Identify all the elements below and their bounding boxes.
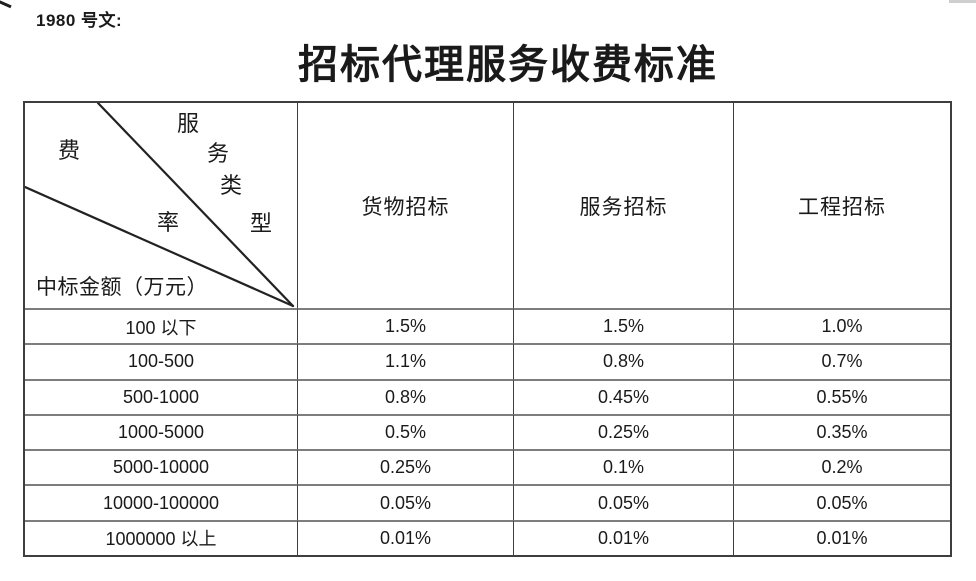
fee-value: 0.25% [297, 449, 513, 485]
row-label: 1000-5000 [25, 413, 297, 449]
page-title: 招标代理服务收费标准 [298, 42, 718, 87]
fee-value: 0.05% [733, 484, 950, 520]
row-label: 1000000 以上 [25, 519, 297, 555]
column-header-project: 工程招标 [733, 103, 950, 308]
row-label: 500-1000 [25, 378, 297, 414]
column-header-goods: 货物招标 [297, 103, 513, 308]
service-type-char-1: 服 [177, 111, 200, 136]
fee-rate-char-1: 费 [58, 138, 81, 163]
service-type-char-3: 类 [220, 173, 243, 198]
fee-value: 1.0% [733, 308, 950, 344]
fee-value: 0.55% [733, 378, 950, 414]
fee-value: 0.45% [513, 378, 733, 414]
fee-value: 0.8% [297, 378, 513, 414]
fee-value: 0.8% [513, 343, 733, 379]
page-corner-artifact [0, 0, 12, 9]
fee-value: 0.05% [513, 484, 733, 520]
row-label: 100-500 [25, 343, 297, 378]
fee-value: 1.5% [513, 308, 733, 344]
fee-value: 0.25% [513, 413, 733, 450]
service-type-char-2: 务 [207, 141, 230, 166]
fee-value: 0.7% [733, 343, 950, 379]
amount-axis-label: 中标金额（万元） [36, 275, 208, 299]
fee-value: 0.01% [513, 519, 733, 555]
fee-value: 1.5% [297, 308, 513, 344]
fee-value: 1.1% [297, 343, 513, 379]
fee-value: 0.5% [297, 413, 513, 450]
fee-value: 0.05% [297, 484, 513, 520]
row-label: 5000-10000 [25, 449, 297, 484]
service-type-char-4: 型 [250, 211, 273, 236]
fee-value: 0.35% [733, 413, 950, 450]
diagonal-header-cell: 服 务 类 型 费 率 中标金额（万元） [25, 103, 297, 308]
fee-standard-table: 服 务 类 型 费 率 中标金额（万元） 货物招标 服务招标 工程招标 100 … [23, 101, 952, 557]
fee-value: 0.1% [513, 449, 733, 485]
fee-value: 0.01% [297, 519, 513, 555]
fee-value: 0.01% [733, 519, 950, 555]
fee-rate-char-2: 率 [157, 210, 180, 235]
row-label: 100 以下 [25, 308, 297, 343]
row-label: 10000-100000 [25, 484, 297, 519]
column-header-service: 服务招标 [513, 103, 733, 308]
diagonal-divider-lines [25, 103, 295, 308]
fee-value: 0.2% [733, 449, 950, 485]
top-right-edge-artifact [949, 0, 976, 3]
document-reference: 1980 号文: [36, 11, 123, 30]
